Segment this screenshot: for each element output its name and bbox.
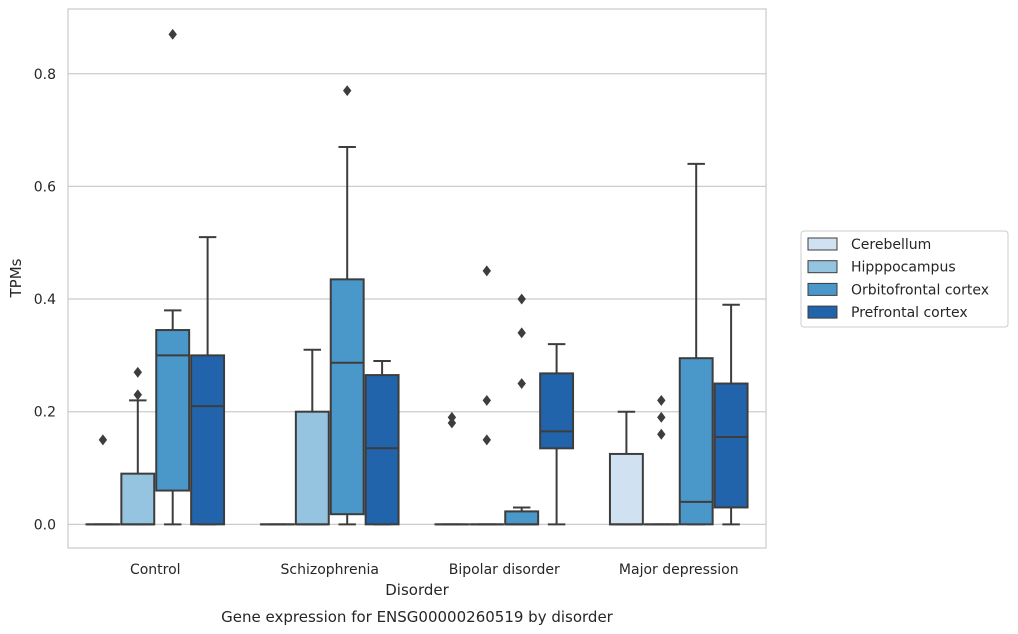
legend-item: Hipppocampus [807,260,956,276]
box-body [608,452,644,526]
outlier-point [447,417,457,429]
box-3-2 [539,343,575,526]
legend-label: Orbitofrontal cortex [851,282,989,298]
series-cerebellum [85,410,644,526]
x-tick-label: Major depression [619,562,739,578]
legend-label: Prefrontal cortex [851,305,968,321]
outlier-point [133,389,142,401]
outlier-point [517,293,526,305]
legend-label: Hipppocampus [851,260,956,276]
box-body [294,410,330,526]
outlier-point [343,85,352,97]
box-series [85,28,749,526]
outlier-point [133,366,142,378]
series-prefrontal-cortex [190,236,749,526]
box-3-1 [364,360,400,526]
y-tick-label: 0.4 [34,292,56,308]
box-2-3 [678,162,714,526]
box-body [504,510,540,526]
y-axis-ticks: 0.0 0.2 0.4 0.6 0.8 [34,67,56,534]
series-orbitofrontal-cortex [155,28,714,526]
legend-swatch [807,237,838,251]
box-2-1 [329,85,365,526]
outlier-point [168,28,177,40]
box-3-0 [190,236,226,526]
x-tick-label: Control [130,562,181,578]
box-body [539,372,575,450]
outlier-point [98,434,108,446]
box-1-1 [294,348,330,526]
outlier-point [482,394,491,406]
y-tick-label: 0.2 [34,405,56,421]
y-tick-label: 0.0 [34,517,56,533]
legend-item: Cerebellum [807,237,931,253]
legend-item: Prefrontal cortex [807,305,968,321]
box-body [329,278,365,516]
outlier-point [482,265,491,277]
box-body [678,357,714,526]
outlier-point [657,394,666,406]
plot-area-frame [67,8,767,549]
x-tick-label: Schizophrenia [281,562,379,578]
box-3-3 [713,303,749,526]
legend-label: Cerebellum [851,237,931,253]
series-hipppocampus [120,265,679,526]
box-2-0 [155,28,191,526]
box-body [364,374,400,526]
y-axis-label: TPMs [7,258,25,298]
box-2-2 [504,293,540,526]
box-body [155,329,191,492]
legend-swatch [807,305,838,319]
outlier-point [517,327,526,339]
outlier-point [657,428,666,440]
box-1-3 [643,394,679,526]
legend-swatch [807,260,838,274]
box-0-2 [434,411,470,526]
chart-caption: Gene expression for ENSG00000260519 by d… [221,608,614,626]
outlier-point [447,411,457,423]
box-1-2 [469,265,505,526]
legend-item: Orbitofrontal cortex [807,282,989,298]
box-body [190,354,226,526]
box-0-3 [608,410,644,526]
y-tick-label: 0.8 [34,67,56,83]
outlier-point [482,434,491,446]
box-body [120,472,156,526]
legend: Cerebellum Hipppocampus Orbitofrontal cort… [800,230,1009,328]
box-body [713,382,749,509]
y-tick-label: 0.6 [34,179,56,195]
legend-frame [800,230,1009,328]
outlier-point [657,411,666,423]
x-tick-label: Bipolar disorder [449,562,560,578]
outlier-point [517,378,526,390]
legend-swatch [807,282,838,296]
box-0-0 [85,434,121,526]
box-1-0 [120,366,156,526]
x-axis-ticks: Control Schizophrenia Bipolar disorder Majo… [130,562,739,578]
x-axis-label: Disorder [385,581,449,599]
